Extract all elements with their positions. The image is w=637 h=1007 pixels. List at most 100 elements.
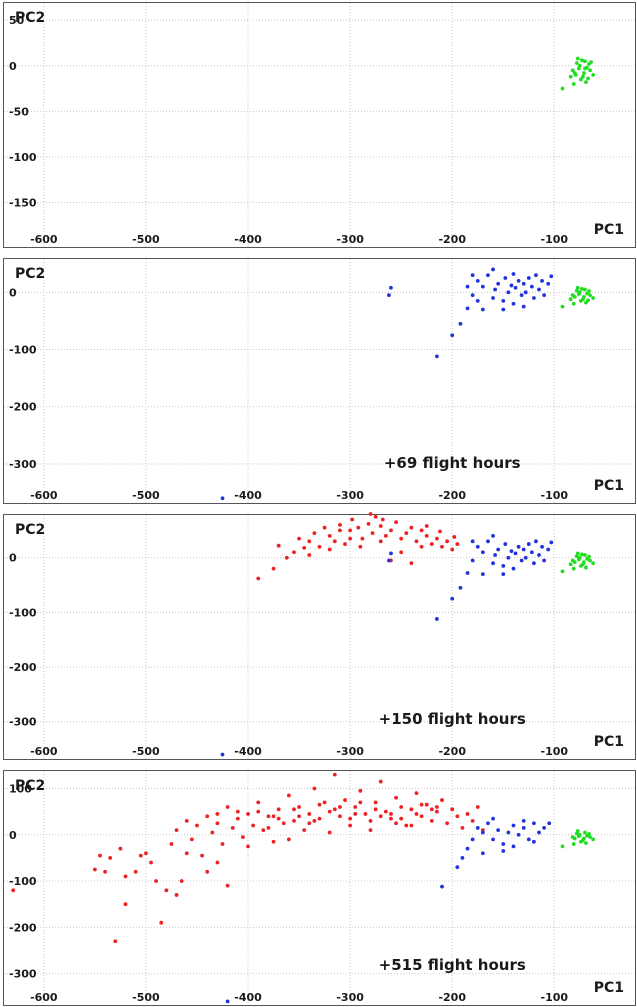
data-point	[256, 809, 261, 814]
data-point	[560, 304, 565, 309]
data-point	[465, 846, 470, 851]
data-point	[532, 296, 536, 300]
data-point	[246, 844, 250, 849]
data-point	[302, 545, 307, 550]
data-point	[532, 821, 536, 826]
data-point	[445, 539, 450, 544]
data-point	[480, 572, 485, 577]
data-point	[470, 837, 475, 842]
x-tick-label: -100	[541, 991, 569, 1004]
data-point	[378, 779, 383, 784]
data-point	[246, 812, 250, 816]
series-1	[220, 267, 554, 501]
data-point	[470, 558, 475, 563]
data-point	[450, 333, 455, 338]
data-point	[378, 524, 383, 528]
data-point	[587, 289, 591, 294]
data-point	[588, 293, 592, 298]
data-point	[460, 825, 465, 830]
data-point	[575, 551, 580, 556]
plot-frame	[3, 514, 636, 760]
y-tick-label: 0	[9, 60, 17, 73]
x-tick-label: -600	[30, 233, 58, 246]
data-point	[366, 521, 371, 526]
series-1	[560, 56, 596, 91]
data-point	[414, 812, 419, 816]
series-3	[560, 551, 596, 574]
data-point	[235, 816, 240, 821]
x-tick-label: -400	[234, 745, 262, 758]
data-point	[338, 805, 342, 809]
data-point	[284, 555, 289, 560]
y-tick-label: -300	[9, 716, 37, 729]
data-point	[387, 558, 391, 563]
data-point	[307, 812, 312, 816]
data-point	[465, 571, 470, 575]
data-point	[189, 837, 194, 842]
data-point	[169, 842, 174, 846]
data-point	[465, 812, 470, 816]
x-tick-label: -500	[132, 489, 160, 502]
data-point	[583, 287, 587, 292]
data-point	[389, 285, 393, 290]
x-tick-label: -100	[541, 233, 569, 246]
y-tick-label: -100	[9, 875, 37, 888]
x-tick-label: -200	[438, 489, 466, 502]
data-point	[424, 524, 429, 528]
data-point	[266, 825, 271, 830]
x-axis-label: PC1	[594, 734, 624, 750]
data-point	[496, 281, 501, 286]
data-point	[570, 293, 575, 298]
data-point	[578, 564, 583, 568]
data-point	[523, 555, 528, 560]
x-tick-label: -200	[438, 745, 466, 758]
x-axis-label: PC1	[594, 478, 624, 494]
flight-hours-annotation: +150 flight hours	[379, 710, 526, 728]
data-point	[256, 800, 261, 805]
data-point	[338, 528, 342, 533]
data-point	[537, 553, 541, 557]
data-point	[486, 539, 490, 544]
data-point	[501, 299, 506, 303]
data-point	[579, 286, 584, 291]
data-point	[521, 304, 526, 309]
plot-frame	[3, 770, 636, 1006]
data-point	[429, 542, 434, 546]
data-point	[583, 59, 587, 64]
chart-panel-2: -600 -500 -400 -300 -200 -100 0 -100 -200 -300 PC2…	[3, 258, 636, 504]
data-point	[389, 816, 393, 821]
series-2	[225, 816, 552, 1004]
data-point	[251, 823, 256, 828]
data-point	[519, 558, 524, 563]
data-point	[578, 299, 583, 303]
data-point	[11, 888, 16, 893]
data-point	[271, 839, 276, 844]
data-point	[409, 561, 414, 566]
data-point	[519, 293, 524, 298]
data-point	[108, 856, 113, 860]
data-point	[458, 321, 463, 326]
data-point	[256, 576, 261, 581]
data-point	[409, 525, 414, 530]
data-point	[568, 74, 573, 79]
data-point	[540, 278, 544, 283]
data-point	[542, 825, 547, 830]
data-point	[582, 836, 586, 841]
data-point	[568, 562, 573, 567]
data-point	[578, 77, 583, 82]
x-tick-label: -300	[336, 489, 364, 502]
data-point	[113, 939, 118, 944]
data-point	[271, 814, 276, 819]
data-point	[281, 821, 286, 826]
x-tick-label: -100	[541, 745, 569, 758]
data-point	[529, 550, 534, 555]
data-point	[353, 805, 358, 809]
data-point	[435, 354, 439, 359]
data-point	[317, 802, 322, 807]
data-point	[583, 830, 587, 835]
data-point	[455, 865, 460, 870]
data-point	[387, 293, 391, 298]
data-point	[332, 539, 337, 544]
x-tick-label: -100	[541, 489, 569, 502]
y-tick-label: -50	[9, 105, 29, 118]
